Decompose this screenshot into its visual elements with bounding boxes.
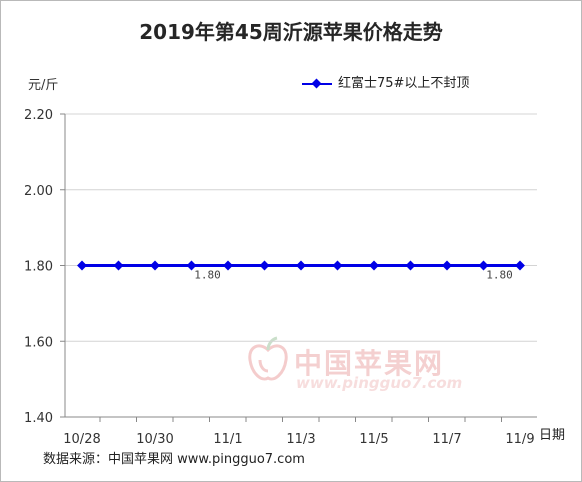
x-tick-label: 11/1 — [213, 432, 242, 447]
x-tick-label: 10/28 — [63, 432, 100, 447]
data-point — [478, 260, 489, 271]
data-label: 1.80 — [194, 269, 221, 282]
watermark: 中国苹果网 www.pingguo7.com — [246, 336, 462, 392]
data-point — [332, 260, 343, 271]
y-tick-label: 2.20 — [24, 108, 53, 123]
legend-label: 红富士75#以上不封顶 — [338, 76, 470, 91]
y-tick-label: 1.80 — [24, 260, 53, 275]
data-point — [150, 260, 160, 271]
y-tick-label: 1.60 — [24, 335, 53, 350]
apple-logo-icon — [248, 336, 288, 381]
data-point — [186, 260, 197, 271]
x-axis-label: 日期 — [539, 428, 566, 443]
data-point — [442, 260, 452, 271]
watermark-en: www.pingguo7.com — [296, 374, 463, 392]
x-tick-label: 11/3 — [286, 432, 315, 447]
data-point — [369, 260, 379, 271]
chart-title: 2019年第45周沂源苹果价格走势 — [139, 20, 443, 44]
x-tick-label: 10/30 — [136, 432, 173, 447]
data-point — [259, 260, 270, 271]
data-point — [515, 260, 525, 271]
legend: 红富士75#以上不封顶 — [302, 72, 469, 91]
x-tick-label: 11/5 — [359, 432, 388, 447]
y-tick-label: 2.00 — [24, 184, 53, 199]
data-point — [223, 260, 233, 271]
y-axis-unit: 元/斤 — [28, 78, 59, 93]
data-point — [77, 260, 87, 271]
y-tick-label: 1.40 — [24, 411, 53, 426]
legend-swatch — [302, 78, 332, 89]
x-tick-label: 11/9 — [505, 432, 534, 447]
data-point — [296, 260, 306, 271]
data-label: 1.80 — [486, 269, 513, 282]
data-source: 数据来源：中国苹果网 www.pingguo7.com — [43, 452, 305, 467]
x-tick-label: 11/7 — [432, 432, 461, 447]
data-point — [405, 260, 416, 271]
watermark-cn: 中国苹果网 — [294, 347, 445, 380]
data-point — [113, 260, 124, 271]
